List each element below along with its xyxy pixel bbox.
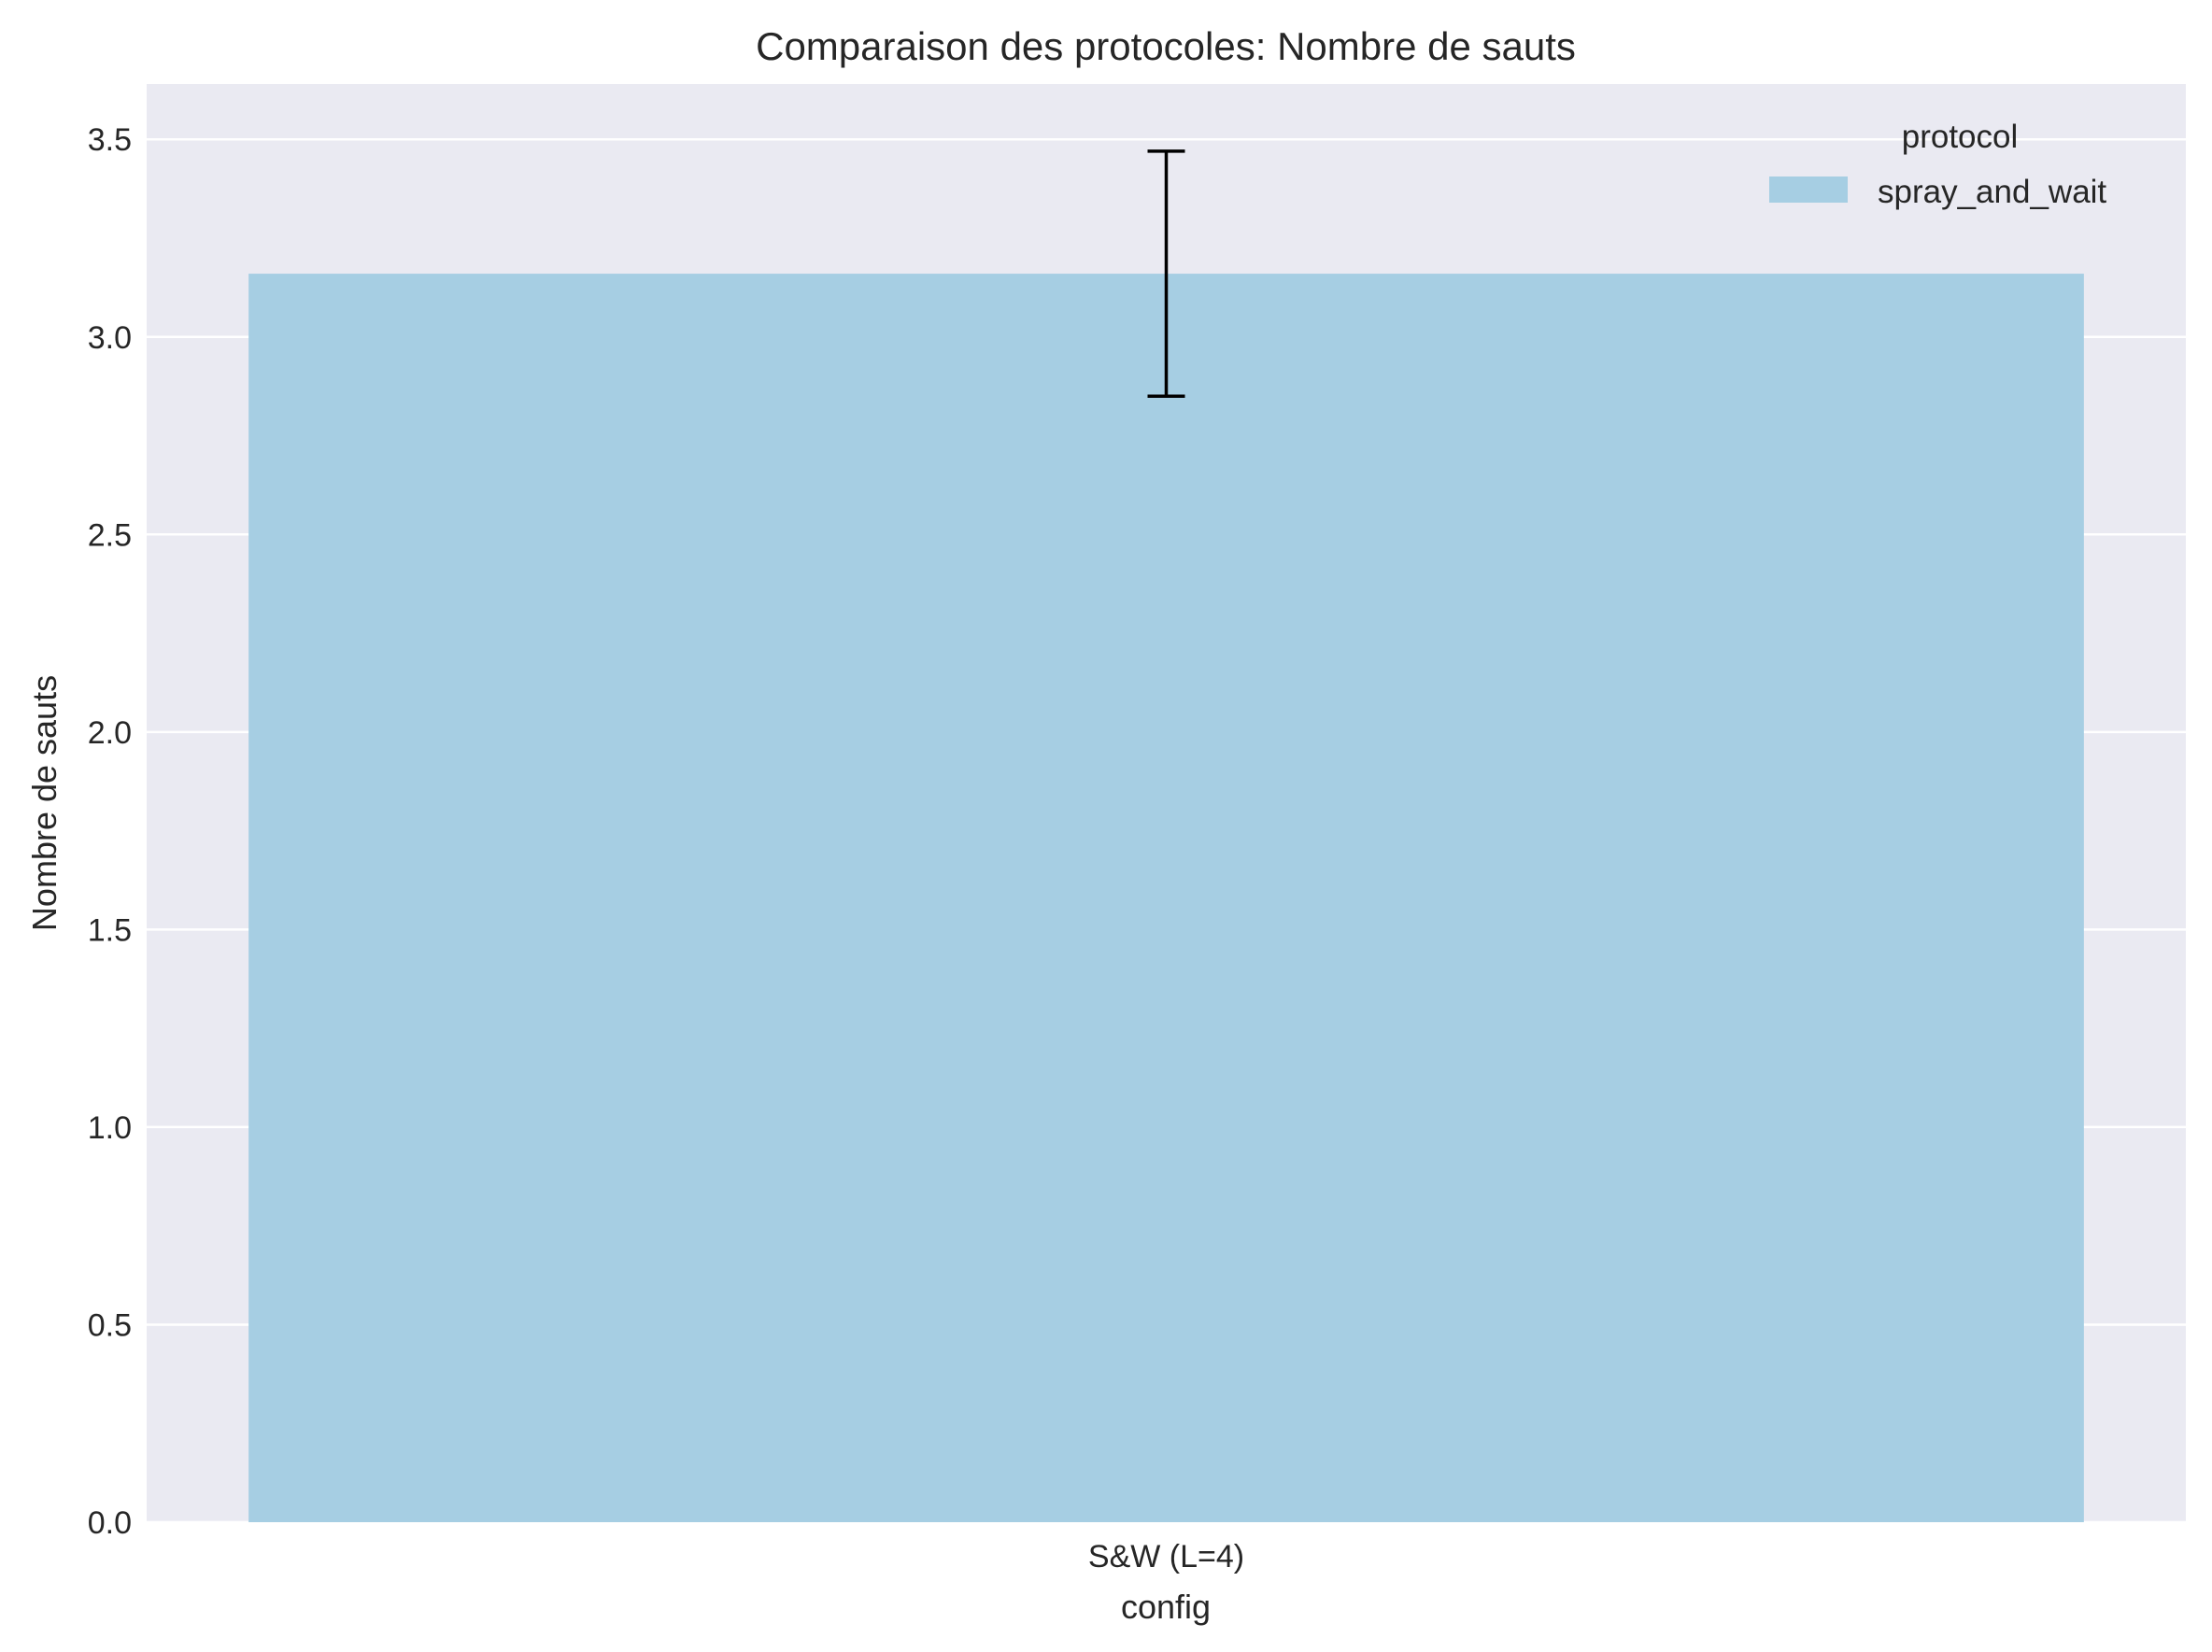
x-tick-labels: S&W (L=4): [1088, 1539, 1244, 1574]
y-tick-label: 1.0: [88, 1110, 132, 1146]
y-tick-label: 3.0: [88, 320, 132, 356]
legend-title: protocol: [1902, 119, 2019, 155]
y-tick-labels: 0.0 0.5 1.0 1.5 2.0 2.5 3.0 3.5: [88, 122, 132, 1541]
error-bars: [1147, 149, 1185, 398]
legend-swatch: [1769, 176, 1848, 203]
legend: protocol spray_and_wait: [1769, 119, 2106, 210]
y-tick-label: 1.5: [88, 912, 132, 948]
chart-title: Comparaison des protocoles: Nombre de sa…: [756, 24, 1576, 68]
bars: [248, 274, 2084, 1523]
y-tick-label: 2.0: [88, 715, 132, 751]
x-axis-label: config: [1121, 1588, 1211, 1626]
y-tick-label: 3.5: [88, 122, 132, 158]
y-tick-label: 0.5: [88, 1307, 132, 1343]
y-axis-label: Nombre de sauts: [25, 675, 64, 931]
x-tick-label: S&W (L=4): [1088, 1539, 1244, 1574]
bar: [248, 274, 2084, 1523]
y-tick-label: 0.0: [88, 1505, 132, 1541]
legend-label: spray_and_wait: [1878, 174, 2106, 210]
y-tick-label: 2.5: [88, 517, 132, 553]
